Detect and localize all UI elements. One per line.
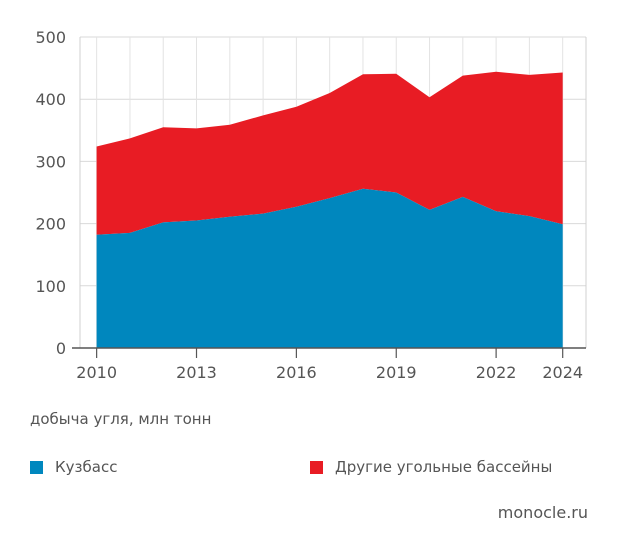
x-tick-label-2024: 2024	[542, 363, 583, 382]
x-tick-label-2019: 2019	[376, 363, 417, 382]
x-tick-label-2016: 2016	[276, 363, 317, 382]
y-tick-label-400: 400	[35, 90, 66, 109]
legend-label-other-basins: Другие угольные бассейны	[335, 458, 553, 476]
x-tick-label-2022: 2022	[476, 363, 517, 382]
legend-label-kuzbass: Кузбасс	[55, 458, 118, 476]
y-axis-caption: добыча угля, млн тонн	[30, 410, 212, 428]
y-tick-label-300: 300	[35, 152, 66, 171]
x-tick-label-2010: 2010	[76, 363, 117, 382]
y-tick-label-0: 0	[56, 339, 66, 358]
y-tick-label-200: 200	[35, 215, 66, 234]
chart-area: 0 100 200 300 400 500 2010 2013 2016 2019 2022 2024	[35, 28, 587, 382]
legend-item-other-basins: Другие угольные бассейны	[310, 458, 552, 476]
x-tick-label-2013: 2013	[176, 363, 217, 382]
area-series-kuzbass	[96, 188, 563, 348]
source-label: monocle.ru	[497, 503, 588, 522]
area-series-other-basins	[96, 71, 563, 235]
legend-swatch-other-basins	[310, 460, 323, 474]
legend-swatch-kuzbass	[30, 460, 43, 474]
y-tick-label-100: 100	[35, 277, 66, 296]
legend-item-kuzbass: Кузбасс	[30, 458, 117, 476]
y-tick-label-500: 500	[35, 28, 66, 47]
